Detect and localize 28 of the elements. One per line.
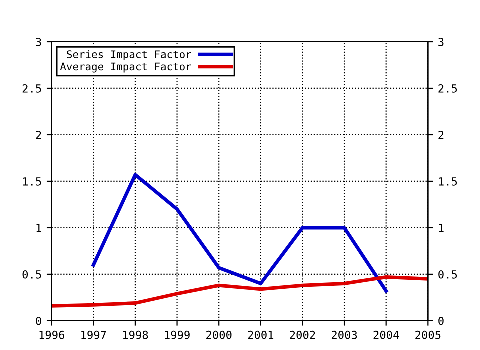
y2-tick-label: 1 <box>439 224 444 232</box>
y2-tick-label: 2 <box>438 130 444 140</box>
x-tick-label: 2002 <box>290 330 316 340</box>
line-series <box>92 173 388 293</box>
x-tick-label: 1998 <box>123 330 148 340</box>
y2-tick-label: 3 <box>438 38 444 46</box>
legend-label: Average Impact Factor <box>60 62 192 73</box>
y2-tick-label: 2.5 <box>438 84 458 93</box>
y-tick-label: 0 <box>36 316 42 326</box>
y-tick-label: 3 <box>36 38 42 46</box>
x-tick-label: 2005 <box>416 330 441 340</box>
y2-tick-label: 0 <box>438 316 444 326</box>
line-series <box>52 276 428 308</box>
y-tick-label: 1 <box>36 224 42 232</box>
y2-tick-label: 0.5 <box>438 270 458 279</box>
x-tick-label: 2001 <box>248 330 274 340</box>
y-tick-label: 2.5 <box>22 84 42 93</box>
y-tick-label: 1.5 <box>23 178 42 186</box>
y2-tick-label: 1.5 <box>439 178 458 186</box>
x-tick-label: 1999 <box>165 330 190 340</box>
x-tick-label: 2004 <box>374 330 400 340</box>
y-tick-label: 0.5 <box>22 270 42 279</box>
x-tick-label: 1997 <box>82 330 106 340</box>
legend-label: Series Impact Factor <box>67 50 192 60</box>
x-tick-label: 1996 <box>40 330 64 340</box>
y-tick-label: 2 <box>36 130 42 140</box>
x-tick-label: 2003 <box>332 330 358 340</box>
x-tick-label: 2000 <box>206 330 232 340</box>
